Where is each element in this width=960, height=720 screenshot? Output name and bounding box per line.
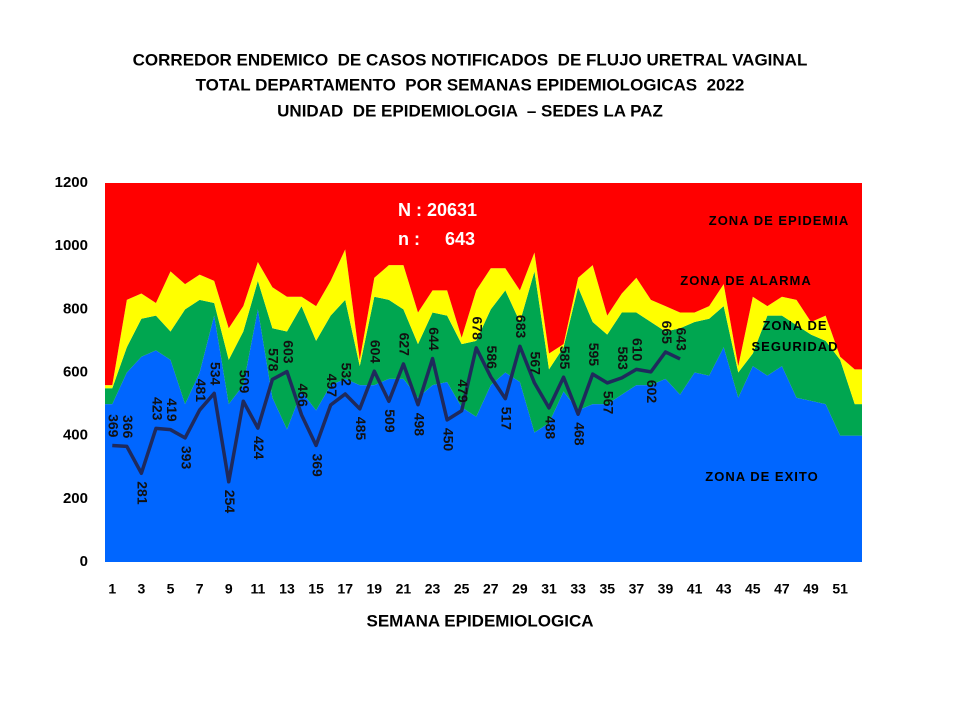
data-label: 509	[237, 370, 253, 394]
x-tick-label: 17	[337, 581, 353, 597]
zone-area	[105, 309, 862, 562]
data-label: 488	[542, 416, 558, 440]
annotation: N : 20631	[398, 200, 477, 220]
x-tick-label: 13	[279, 581, 295, 597]
data-label: 423	[149, 397, 165, 421]
case-line	[112, 344, 681, 484]
data-label: 498	[411, 413, 427, 437]
data-label: 610	[630, 338, 646, 362]
y-tick-label: 600	[63, 363, 88, 380]
data-label: 281	[135, 481, 151, 505]
x-tick-label: 11	[250, 581, 265, 597]
data-label: 369	[106, 414, 122, 438]
x-axis-label: SEMANA EPIDEMIOLOGICA	[367, 611, 594, 630]
x-tick-label: 27	[483, 581, 499, 597]
data-label: 627	[397, 333, 413, 357]
zone-area	[105, 183, 862, 386]
data-label: 450	[440, 428, 456, 452]
data-label: 595	[586, 343, 602, 367]
data-label: 479	[455, 379, 471, 403]
data-label: 424	[251, 436, 267, 460]
x-tick-label: 25	[454, 581, 470, 597]
y-tick-label: 800	[63, 300, 88, 317]
data-label: 517	[499, 407, 515, 431]
x-tick-label: 21	[396, 581, 412, 597]
x-tick-label: 47	[774, 581, 790, 597]
x-tick-label: 15	[308, 581, 324, 597]
data-label: 532	[338, 363, 354, 387]
data-label: 683	[513, 315, 529, 339]
data-label: 509	[382, 409, 398, 433]
data-label: 366	[120, 415, 136, 439]
data-label: 585	[557, 346, 573, 370]
x-tick-label: 19	[367, 581, 383, 597]
x-tick-label: 33	[570, 581, 586, 597]
x-tick-label: 41	[687, 581, 703, 597]
data-label: 254	[222, 490, 238, 514]
data-label: 644	[426, 327, 442, 351]
y-tick-label: 1200	[55, 174, 88, 191]
data-label: 678	[470, 317, 486, 341]
data-label: 602	[644, 380, 660, 404]
x-tick-label: 35	[599, 581, 615, 597]
x-tick-label: 43	[716, 581, 732, 597]
data-label: 583	[615, 347, 631, 371]
data-label: 369	[309, 453, 325, 477]
data-label: 466	[295, 383, 311, 407]
data-label: 643	[673, 328, 689, 352]
data-label: 578	[266, 348, 282, 372]
y-tick-label: 200	[63, 490, 88, 507]
zone-label: ZONA DE EXITO	[705, 469, 819, 484]
data-label: 586	[484, 346, 500, 370]
x-tick-label: 9	[225, 581, 233, 597]
x-tick-label: 5	[167, 581, 175, 597]
zone-area	[105, 249, 862, 405]
data-label: 419	[164, 398, 180, 422]
data-label: 468	[571, 422, 587, 446]
x-tick-label: 7	[196, 581, 204, 597]
x-tick-label: 45	[745, 581, 761, 597]
x-tick-label: 51	[832, 581, 848, 597]
data-label: 567	[601, 391, 617, 415]
x-tick-label: 23	[425, 581, 441, 597]
chart-title: TOTAL DEPARTAMENTO POR SEMANAS EPIDEMIOL…	[196, 75, 745, 94]
zone-label: ZONA DE ALARMA	[680, 273, 812, 288]
data-label: 497	[324, 374, 340, 398]
chart-title: UNIDAD DE EPIDEMIOLOGIA – SEDES LA PAZ	[277, 101, 663, 120]
y-tick-label: 1000	[55, 237, 88, 254]
data-label: 604	[368, 340, 384, 364]
x-tick-label: 3	[137, 581, 145, 597]
zone-label: ZONA DE EPIDEMIA	[708, 213, 850, 228]
y-tick-label: 400	[63, 427, 88, 444]
data-label: 603	[280, 340, 296, 364]
y-tick-label: 0	[80, 553, 88, 570]
x-tick-label: 1	[108, 581, 116, 597]
data-label: 665	[659, 321, 675, 345]
x-tick-label: 29	[512, 581, 528, 597]
x-tick-label: 37	[629, 581, 645, 597]
x-tick-label: 49	[803, 581, 819, 597]
chart-title: CORREDOR ENDEMICO DE CASOS NOTIFICADOS D…	[133, 50, 808, 69]
data-label: 534	[207, 362, 223, 386]
data-label: 485	[353, 417, 369, 441]
x-tick-label: 39	[658, 581, 674, 597]
x-tick-label: 31	[541, 581, 557, 597]
data-label: 481	[193, 379, 209, 403]
data-label: 393	[178, 446, 194, 470]
zone-label: ZONA DE SEGURIDAD	[751, 318, 839, 354]
annotation: n : 643	[398, 229, 475, 249]
data-label: 567	[528, 352, 544, 376]
